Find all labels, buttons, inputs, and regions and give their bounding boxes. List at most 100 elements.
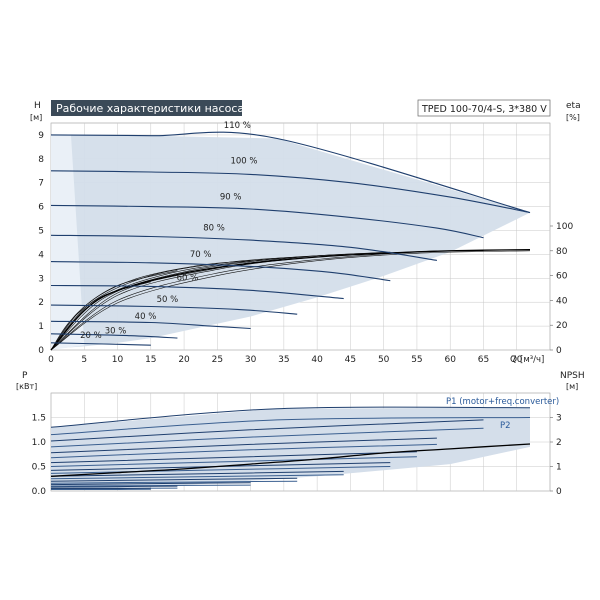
x-axis-label: Q (510, 355, 517, 365)
x-tick-label: 25 (212, 355, 223, 365)
h-curve-label: 50 % (157, 295, 179, 305)
subtitle-box (417, 99, 551, 117)
power-curve (50, 456, 417, 467)
h-curve-label: 40 % (135, 312, 157, 322)
p-tick-label: 1.0 (32, 438, 47, 448)
h-curve (50, 204, 484, 239)
power-curve (50, 451, 417, 464)
y2-axis-label: eta (566, 101, 581, 111)
h-curve (50, 284, 344, 300)
y2-tick-label: 40 (556, 296, 568, 306)
power-curve (50, 477, 298, 482)
h-curve (50, 342, 151, 346)
power-curve (50, 443, 437, 459)
h-curves (50, 131, 531, 346)
y2-tick-label: 20 (556, 321, 568, 331)
x-tick-label: 45 (345, 355, 356, 365)
power-curve (50, 482, 251, 486)
power-curve (50, 417, 531, 436)
eta-curve (50, 250, 531, 351)
power-curve (50, 480, 298, 484)
y-tick-label: 7 (38, 179, 44, 189)
power-curve (50, 427, 484, 448)
y-tick-label: 3 (38, 274, 44, 284)
x-tick-label: 0 (48, 355, 54, 365)
npsh-tick-label: 1 (556, 463, 562, 473)
chart-title: Рабочие характеристики насоса (56, 102, 244, 115)
x-tick-label: 35 (278, 355, 289, 365)
y2-tick-label: 100 (556, 222, 573, 232)
y-tick-label: 6 (38, 203, 44, 213)
y-axis-unit: [м] (30, 113, 42, 122)
x-tick-label: 55 (411, 355, 422, 365)
y-tick-label: 4 (38, 250, 44, 260)
y2-tick-label: 0 (556, 346, 562, 356)
h-curve-label: 70 % (190, 250, 212, 260)
h-curve-label: 80 % (203, 224, 225, 234)
x-axis-unit: [м³/ч] (520, 355, 544, 365)
y-tick-label: 9 (38, 131, 44, 141)
p-tick-label: 1.5 (32, 414, 46, 424)
power-curve (50, 474, 344, 480)
npsh-tick-label: 3 (556, 414, 562, 424)
chart-subtitle: TPED 100-70/4-S, 3*380 V (421, 104, 547, 115)
x-tick-label: 65 (478, 355, 489, 365)
npsh-tick-label: 2 (556, 438, 562, 448)
eta-curve (50, 260, 251, 351)
x-tick-label: 50 (378, 355, 390, 365)
p-tick-labels: 0.0 0.5 1.0 1.5 (32, 414, 47, 498)
x-tick-label: 70 (511, 355, 523, 365)
h-curve (50, 333, 178, 339)
y-tick-label: 8 (38, 155, 44, 165)
power-curve (50, 470, 344, 477)
y-tick-label: 0 (38, 346, 44, 356)
x-tick-label: 30 (245, 355, 257, 365)
y2-tick-label: 80 (556, 247, 568, 257)
eta-curve (50, 270, 178, 351)
h-curve-label: 60 % (177, 274, 199, 284)
h-curve-label: 90 % (220, 192, 242, 202)
y2-tick-label: 60 (556, 272, 568, 282)
power-curve (50, 466, 391, 474)
legend-p1: P1 (motor+freq.converter) (446, 397, 559, 407)
h-curve-label: 100 % (230, 157, 257, 167)
eta-overall-curve (50, 248, 531, 351)
h-curve (50, 131, 531, 214)
legend-p2: P2 (500, 421, 511, 431)
x-tick-label: 5 (81, 355, 87, 365)
p-tick-label: 0.0 (32, 487, 47, 497)
top-envelope (51, 134, 530, 350)
y2-tick-labels: 0 20 40 60 80 100 (550, 222, 573, 356)
x-tick-label: 15 (145, 355, 156, 365)
h-curve-label: 30 % (105, 326, 127, 336)
power-curve (50, 419, 484, 442)
power-curve (50, 485, 178, 488)
eta-curves (50, 248, 531, 351)
p-axis-unit: [кВт] (16, 382, 37, 391)
h-curve (50, 304, 298, 315)
h-curve (50, 320, 251, 330)
envelope-edge (51, 134, 85, 350)
power-curve (50, 484, 251, 487)
operating-envelope (51, 134, 530, 349)
y-tick-labels: 0 1 2 3 4 5 6 7 8 9 (38, 131, 44, 356)
npsh-tick-label: 0 (556, 487, 562, 497)
h-curve (50, 261, 391, 282)
y2-axis-unit: [%] (566, 113, 580, 122)
p-axis-label: P (22, 371, 28, 381)
eta-curve (50, 256, 298, 351)
y-axis-label: H (34, 101, 41, 111)
x-tick-label: 60 (444, 355, 456, 365)
x-tick-labels: 0 5 10 15 20 25 30 35 40 45 50 55 60 65 70 (48, 355, 523, 365)
title-box (51, 100, 242, 116)
h-curve (50, 170, 531, 214)
h-curve-label: 20 % (80, 331, 102, 341)
h-curve-label: 110 % (224, 121, 251, 131)
npsh-curve (50, 443, 531, 477)
y-tick-label: 1 (38, 322, 44, 332)
power-curve (50, 437, 437, 454)
x-tick-label: 10 (112, 355, 124, 365)
npsh-axis-unit: [м] (566, 382, 578, 391)
x-tick-label: 20 (178, 355, 190, 365)
